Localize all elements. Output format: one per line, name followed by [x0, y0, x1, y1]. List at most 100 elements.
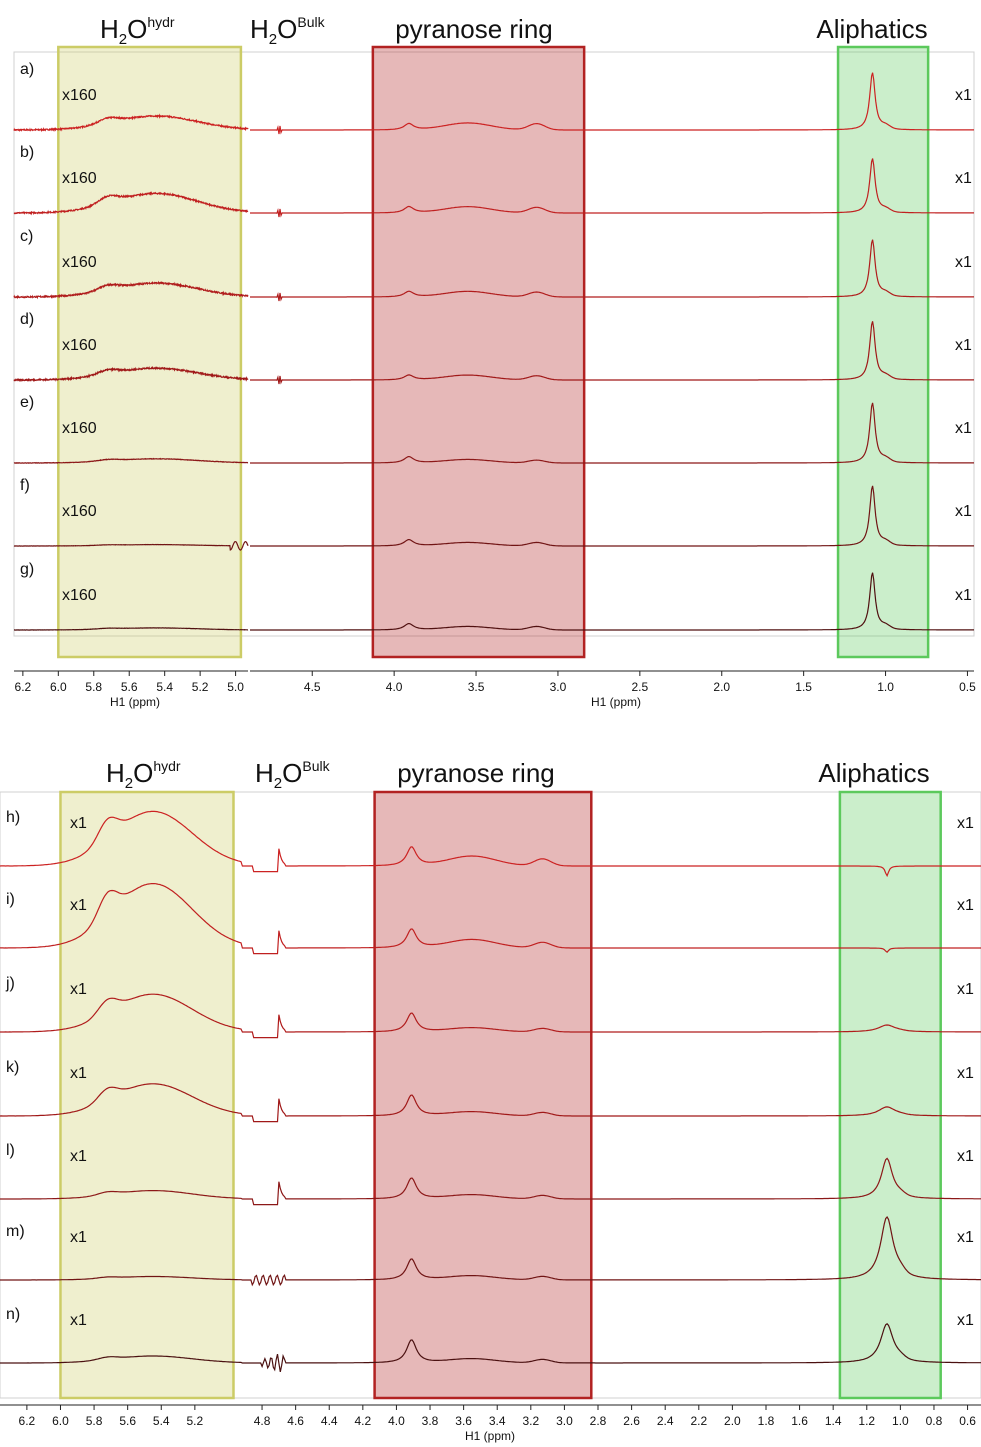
hydr-region-box [57, 45, 243, 659]
hydr-region-box [59, 790, 235, 1400]
spectrum-a [13, 113, 249, 133]
x-tick-label: 6.2 [15, 680, 32, 694]
right-scale-factor: x1 [955, 254, 972, 271]
x-tick-label: 1.0 [892, 1414, 909, 1428]
right-scale-factor: x1 [957, 1148, 974, 1165]
top-panel: H2Ohydr H2OBulk pyranose ring Aliphatics a) x… [13, 14, 976, 709]
spectrum-label: n) [6, 1306, 20, 1323]
x-tick-label: 4.0 [386, 680, 403, 694]
spectrum-label: l) [6, 1142, 15, 1159]
x-tick-label: 5.4 [156, 680, 173, 694]
spectrum-j [0, 993, 981, 1039]
left-scale-factor: x1 [70, 815, 87, 832]
x-tick-label: 3.8 [422, 1414, 439, 1428]
x-tick-label: 5.2 [187, 1414, 204, 1428]
left-scale-factor: x1 [70, 1312, 87, 1329]
pyranose-ring-region-box [373, 790, 593, 1400]
spectrum-label: c) [20, 228, 33, 245]
spectrum-label: g) [20, 561, 34, 578]
right-scale-factor: x1 [957, 1065, 974, 1082]
right-scale-factor: x1 [955, 587, 972, 604]
right-scale-factor: x1 [957, 815, 974, 832]
x-tick-label: 0.6 [959, 1414, 976, 1428]
x-tick-label: 5.8 [86, 1414, 103, 1428]
x-tick-label: 3.0 [556, 1414, 573, 1428]
pyranose-ring-title: pyranose ring [397, 758, 555, 788]
h2o-bulk-title: H2OBulk [255, 758, 331, 792]
x-tick-label: 2.0 [724, 1414, 741, 1428]
spectrum-a-segment-1 [250, 72, 974, 135]
spectrum-label: e) [20, 394, 34, 411]
x-tick-label: 2.2 [690, 1414, 707, 1428]
aliphatics-title: Aliphatics [816, 14, 927, 44]
x-tick-label: 6.2 [19, 1414, 36, 1428]
x-tick-label: 2.4 [657, 1414, 674, 1428]
spectrum-label: m) [6, 1223, 25, 1240]
x-axis-title: H1 (ppm) [110, 695, 160, 709]
spectrum-f-segment-1 [250, 485, 974, 547]
right-scale-factor: x1 [955, 420, 972, 437]
spectrum-n [0, 1323, 981, 1373]
spectrum-label: d) [20, 311, 34, 328]
spectrum-e-segment-1 [250, 402, 974, 464]
spectrum-g-segment-1 [250, 572, 974, 631]
aliphatics-region-box [838, 790, 942, 1400]
spectrum-b-segment-1 [250, 158, 974, 218]
x-tick-label: 0.8 [926, 1414, 943, 1428]
x-tick-label: 3.0 [550, 680, 567, 694]
x-tick-label: 2.0 [713, 680, 730, 694]
left-scale-factor: x160 [62, 254, 97, 271]
x-axis-title: H1 (ppm) [591, 695, 641, 709]
spectrum-h [0, 810, 981, 878]
x-tick-label: 6.0 [52, 1414, 69, 1428]
left-scale-factor: x160 [62, 170, 97, 187]
right-scale-factor: x1 [955, 170, 972, 187]
spectrum-g [14, 627, 249, 631]
h2o-hydr-title: H2Ohydr [106, 758, 181, 792]
x-tick-label: 3.5 [468, 680, 485, 694]
x-tick-label: 5.6 [121, 680, 138, 694]
aliphatics-title: Aliphatics [818, 758, 929, 788]
left-scale-factor: x1 [70, 1148, 87, 1165]
x-tick-label: 4.6 [287, 1414, 304, 1428]
spectrum-label: k) [6, 1059, 19, 1076]
pyranose-ring-region-box [371, 45, 586, 659]
spectrum-label: a) [20, 61, 34, 78]
left-scale-factor: x1 [70, 897, 87, 914]
left-scale-factor: x160 [62, 87, 97, 104]
right-scale-factor: x1 [955, 503, 972, 520]
spectrum-f [13, 540, 249, 551]
spectrum-label: f) [20, 477, 30, 494]
plot-frame [13, 51, 975, 637]
x-tick-label: 5.4 [153, 1414, 170, 1428]
left-scale-factor: x160 [62, 420, 97, 437]
spectrum-m [0, 1215, 981, 1287]
spectrum-d-segment-1 [250, 321, 974, 385]
left-scale-factor: x160 [62, 503, 97, 520]
x-tick-label: 2.5 [632, 680, 649, 694]
x-tick-label: 1.6 [791, 1414, 808, 1428]
right-scale-factor: x1 [957, 1229, 974, 1246]
spectrum-c-segment-1 [250, 239, 974, 302]
x-tick-label: 1.8 [758, 1414, 775, 1428]
right-scale-factor: x1 [957, 981, 974, 998]
spectrum-l [0, 1157, 981, 1206]
spectrum-label: i) [6, 891, 15, 908]
x-tick-label: 5.8 [85, 680, 102, 694]
spectrum-d [13, 365, 249, 383]
bottom-panel: H2Ohydr H2OBulk pyranose ring Aliphatics h) x… [0, 758, 981, 1443]
x-tick-label: 4.8 [254, 1414, 271, 1428]
x-tick-label: 5.0 [227, 680, 244, 694]
right-scale-factor: x1 [957, 897, 974, 914]
pyranose-ring-title: pyranose ring [395, 14, 553, 44]
spectrum-k [0, 1083, 981, 1123]
spectrum-label: h) [6, 809, 20, 826]
x-tick-label: 3.2 [522, 1414, 539, 1428]
x-tick-label: 4.0 [388, 1414, 405, 1428]
x-tick-label: 1.4 [825, 1414, 842, 1428]
left-scale-factor: x1 [70, 981, 87, 998]
x-tick-label: 3.6 [455, 1414, 472, 1428]
x-tick-label: 4.5 [304, 680, 321, 694]
x-tick-label: 1.0 [877, 680, 894, 694]
